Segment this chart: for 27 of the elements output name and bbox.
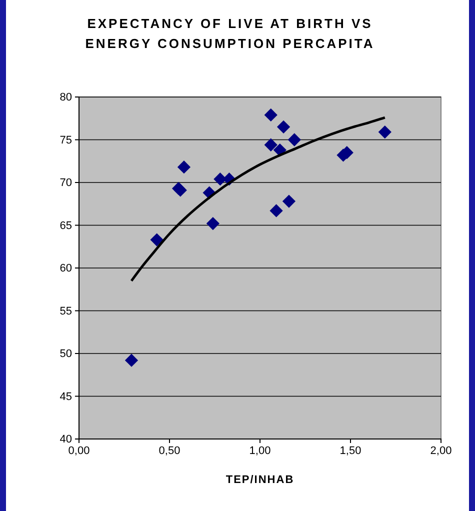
y-tick-label: 55 [60, 305, 72, 318]
point [206, 216, 220, 230]
point [282, 194, 296, 208]
point [177, 160, 191, 174]
point [276, 120, 290, 134]
y-tick-label: 80 [60, 92, 72, 104]
y-tick-label: 50 [60, 348, 72, 360]
y-tick-label: 45 [60, 390, 72, 403]
point [150, 233, 164, 246]
x-tick-label: 0,50 [158, 444, 180, 457]
x-tick-label: 0,00 [68, 444, 90, 457]
x-tick-label: 1,00 [249, 444, 271, 457]
point [288, 133, 301, 146]
x-axis-title: TEP/INHAB [226, 474, 294, 486]
x-tick-label: 1,50 [340, 444, 362, 457]
y-tick-label: 40 [60, 434, 72, 446]
point [270, 204, 283, 218]
x-tick-label: 2,00 [430, 444, 452, 457]
point [124, 354, 138, 367]
y-tick-label: 75 [60, 134, 72, 146]
y-tick-label: 60 [60, 262, 72, 275]
point [264, 108, 278, 122]
point [264, 138, 278, 152]
point [378, 125, 392, 139]
y-tick-label: 70 [60, 177, 72, 190]
chart-title: EXPECTANCY OF LIVE AT BIRTH VS ENERGY CONSUMPTION PERCAPITA [85, 16, 375, 51]
y-tick-label: 65 [60, 220, 72, 232]
